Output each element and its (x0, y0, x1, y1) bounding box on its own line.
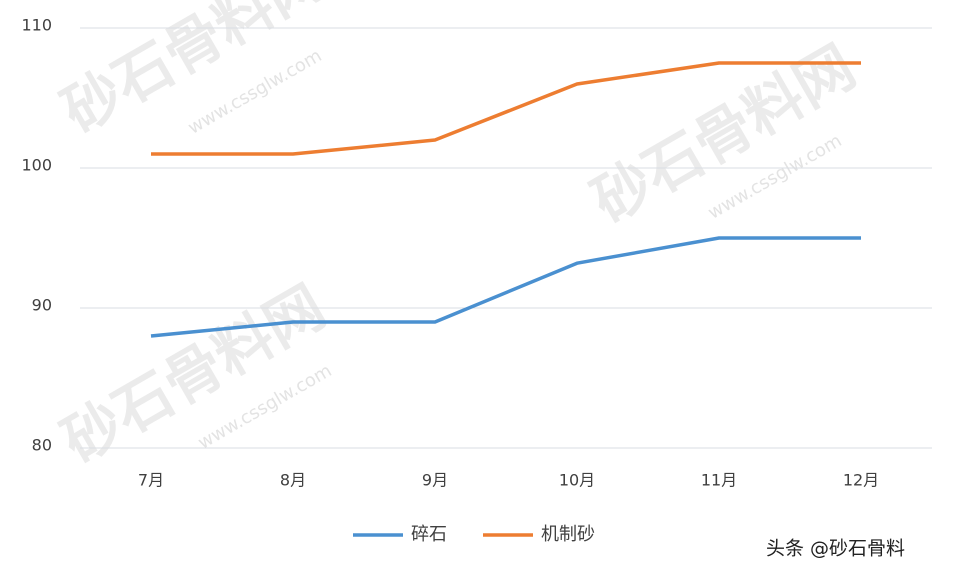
x-tick-label: 9月 (422, 471, 448, 490)
legend-label: 机制砂 (541, 524, 595, 545)
x-tick-label: 10月 (559, 471, 595, 490)
legend-label: 碎石 (411, 524, 447, 545)
x-tick-label: 8月 (280, 471, 306, 490)
x-tick-label: 12月 (843, 471, 879, 490)
x-tick-label: 11月 (701, 471, 737, 490)
line-series (151, 61, 861, 156)
watermark: 砂石骨料网 (51, 272, 336, 476)
x-tick-label: 7月 (138, 471, 164, 490)
y-tick-label: 80 (32, 436, 52, 455)
credit: 头条 @砂石骨料 (766, 538, 905, 560)
y-tick-label: 90 (32, 296, 52, 315)
line-series (150, 236, 861, 338)
y-tick-label: 100 (21, 156, 52, 175)
y-tick-label: 110 (21, 16, 52, 35)
